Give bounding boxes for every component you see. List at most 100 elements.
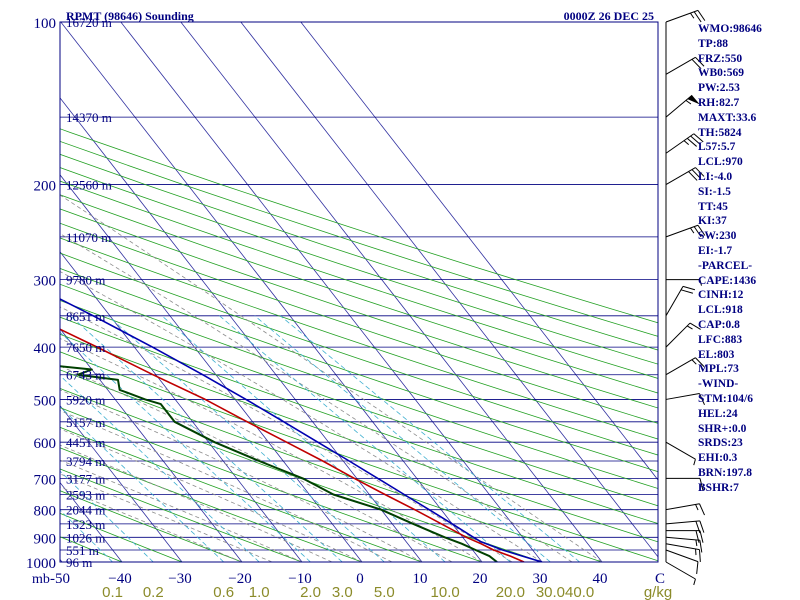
isotherm-line xyxy=(120,22,543,562)
height-label: 2044 m xyxy=(66,503,105,518)
mixing-ratio-label: 10.0 xyxy=(431,584,460,600)
dry-adiabat xyxy=(60,316,658,525)
moist-adiabat xyxy=(60,389,423,562)
temperature-tick-label: C xyxy=(655,571,665,587)
isotherm-line xyxy=(240,22,658,558)
mixing-ratio-label: 2.0 xyxy=(300,584,321,600)
temperature-tick-label: −20 xyxy=(228,571,251,587)
height-label: 5920 m xyxy=(66,392,105,407)
mixing-ratio-line xyxy=(280,315,580,562)
wind-barb xyxy=(666,279,702,286)
mixing-ratio-unit: g/kg xyxy=(644,584,672,600)
dry-adiabat xyxy=(60,407,483,562)
mixing-ratio-label: 3.0 xyxy=(332,584,353,600)
index-item: WMO:98646 xyxy=(698,23,762,35)
index-item: RH:82.7 xyxy=(698,96,740,109)
index-item: CINH:12 xyxy=(698,289,744,302)
wind-barb xyxy=(665,536,703,553)
pressure-tick-label: 300 xyxy=(34,274,57,290)
dry-adiabat xyxy=(60,194,658,394)
index-item: TP:88 xyxy=(698,37,729,50)
wind-barbs xyxy=(665,9,706,586)
isotherm-line xyxy=(60,97,423,562)
height-label: 3794 m xyxy=(66,454,105,469)
series-dew-point-line xyxy=(60,365,498,562)
temperature-tick-label: 40 xyxy=(593,571,608,587)
mixing-ratio-label: 1.0 xyxy=(249,584,270,600)
chart-datetime: 0000Z 26 DEC 25 xyxy=(564,9,654,23)
index-item: BRN:197.8 xyxy=(698,466,752,479)
wind-barb xyxy=(665,322,701,348)
wind-barb xyxy=(666,530,704,543)
index-item: -WIND- xyxy=(698,378,739,391)
mixing-ratio-label: 40.0 xyxy=(565,584,594,600)
dry-adiabat xyxy=(60,333,658,543)
height-label: 2593 m xyxy=(66,488,105,503)
height-label: 14370 m xyxy=(66,110,112,125)
moist-adiabat xyxy=(60,194,603,562)
mixing-ratio-line xyxy=(60,406,224,562)
wind-barb xyxy=(666,477,704,491)
isotherm-line xyxy=(60,328,243,562)
mixing-ratio-label: 0.1 xyxy=(102,584,123,600)
index-item: FRZ:550 xyxy=(698,52,743,65)
mixing-ratio-line xyxy=(60,375,260,562)
index-item: LCL:918 xyxy=(698,304,743,317)
dry-adiabat xyxy=(60,153,658,351)
height-label: 7650 m xyxy=(66,340,105,355)
isotherm-line xyxy=(60,251,303,562)
dry-adiabat xyxy=(60,180,658,379)
temperature-tick-label: −10 xyxy=(288,571,311,587)
height-label: 4451 m xyxy=(66,435,105,450)
dry-adiabat xyxy=(60,252,658,456)
dry-adiabat xyxy=(60,426,423,562)
dry-adiabat xyxy=(60,237,658,440)
moist-adiabat xyxy=(60,428,363,562)
index-item: -PARCEL- xyxy=(698,259,753,272)
pressure-tick-label: 500 xyxy=(34,393,57,409)
index-item: LFC:883 xyxy=(698,333,743,346)
wind-barb xyxy=(665,520,705,534)
wind-barb xyxy=(665,549,699,574)
index-item: L57:5.7 xyxy=(698,141,736,154)
temperature-tick-label: 0 xyxy=(356,571,364,587)
temperature-tick-label: 30 xyxy=(533,571,548,587)
mixing-ratio-line xyxy=(161,315,446,562)
pressure-tick-label: 100 xyxy=(34,16,57,32)
index-item: SHR+:0.0 xyxy=(698,422,747,435)
mixing-ratio-label: 5.0 xyxy=(374,584,395,600)
pressure-tick-label: 700 xyxy=(34,472,57,488)
mixing-ratio-line xyxy=(219,315,511,562)
pressure-tick-label: 600 xyxy=(34,436,57,452)
index-item: LI:-4.0 xyxy=(698,170,733,183)
dry-adiabat xyxy=(60,208,658,409)
dry-adiabat xyxy=(60,447,363,562)
index-item: SW:230 xyxy=(698,230,737,243)
wind-barb xyxy=(665,441,696,466)
height-label: 16720 m xyxy=(66,15,112,30)
temperature-tick-label: -50 xyxy=(50,571,70,587)
series-temperature-line xyxy=(60,328,525,562)
dry-adiabat xyxy=(60,167,658,365)
isotherm-line xyxy=(60,22,483,562)
stability-indices-list: WMO:98646 TP:88 FRZ:550 WB0:569 PW:2.53 RH:82… xyxy=(698,22,798,496)
diagram-background-lines xyxy=(60,22,658,562)
mixing-ratio-line xyxy=(60,331,311,562)
pressure-tick-label: 1000 xyxy=(26,556,56,572)
temperature-tick-label: 10 xyxy=(413,571,428,587)
isotherm-line xyxy=(180,22,603,562)
wind-barb xyxy=(665,561,696,586)
wind-barb xyxy=(665,224,706,238)
mixing-ratio-line xyxy=(107,315,385,562)
moist-adiabat xyxy=(60,271,543,562)
plot-frame xyxy=(59,21,659,563)
mixing-ratio-label: 30.0 xyxy=(536,584,565,600)
temperature-tick-label: −30 xyxy=(168,571,191,587)
moist-adiabat xyxy=(60,459,303,562)
moist-adiabat xyxy=(60,233,573,562)
index-item: SI:-1.5 xyxy=(698,185,731,198)
index-item: SRDS:23 xyxy=(698,437,743,450)
index-item: STM:104/6 xyxy=(698,392,753,405)
